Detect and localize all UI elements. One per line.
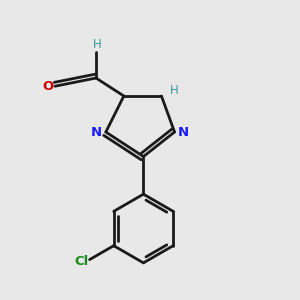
Text: H: H bbox=[93, 38, 102, 51]
Text: H: H bbox=[169, 84, 178, 97]
Text: O: O bbox=[42, 80, 54, 93]
Text: Cl: Cl bbox=[74, 255, 88, 268]
Text: N: N bbox=[178, 125, 189, 139]
Text: N: N bbox=[91, 125, 102, 139]
